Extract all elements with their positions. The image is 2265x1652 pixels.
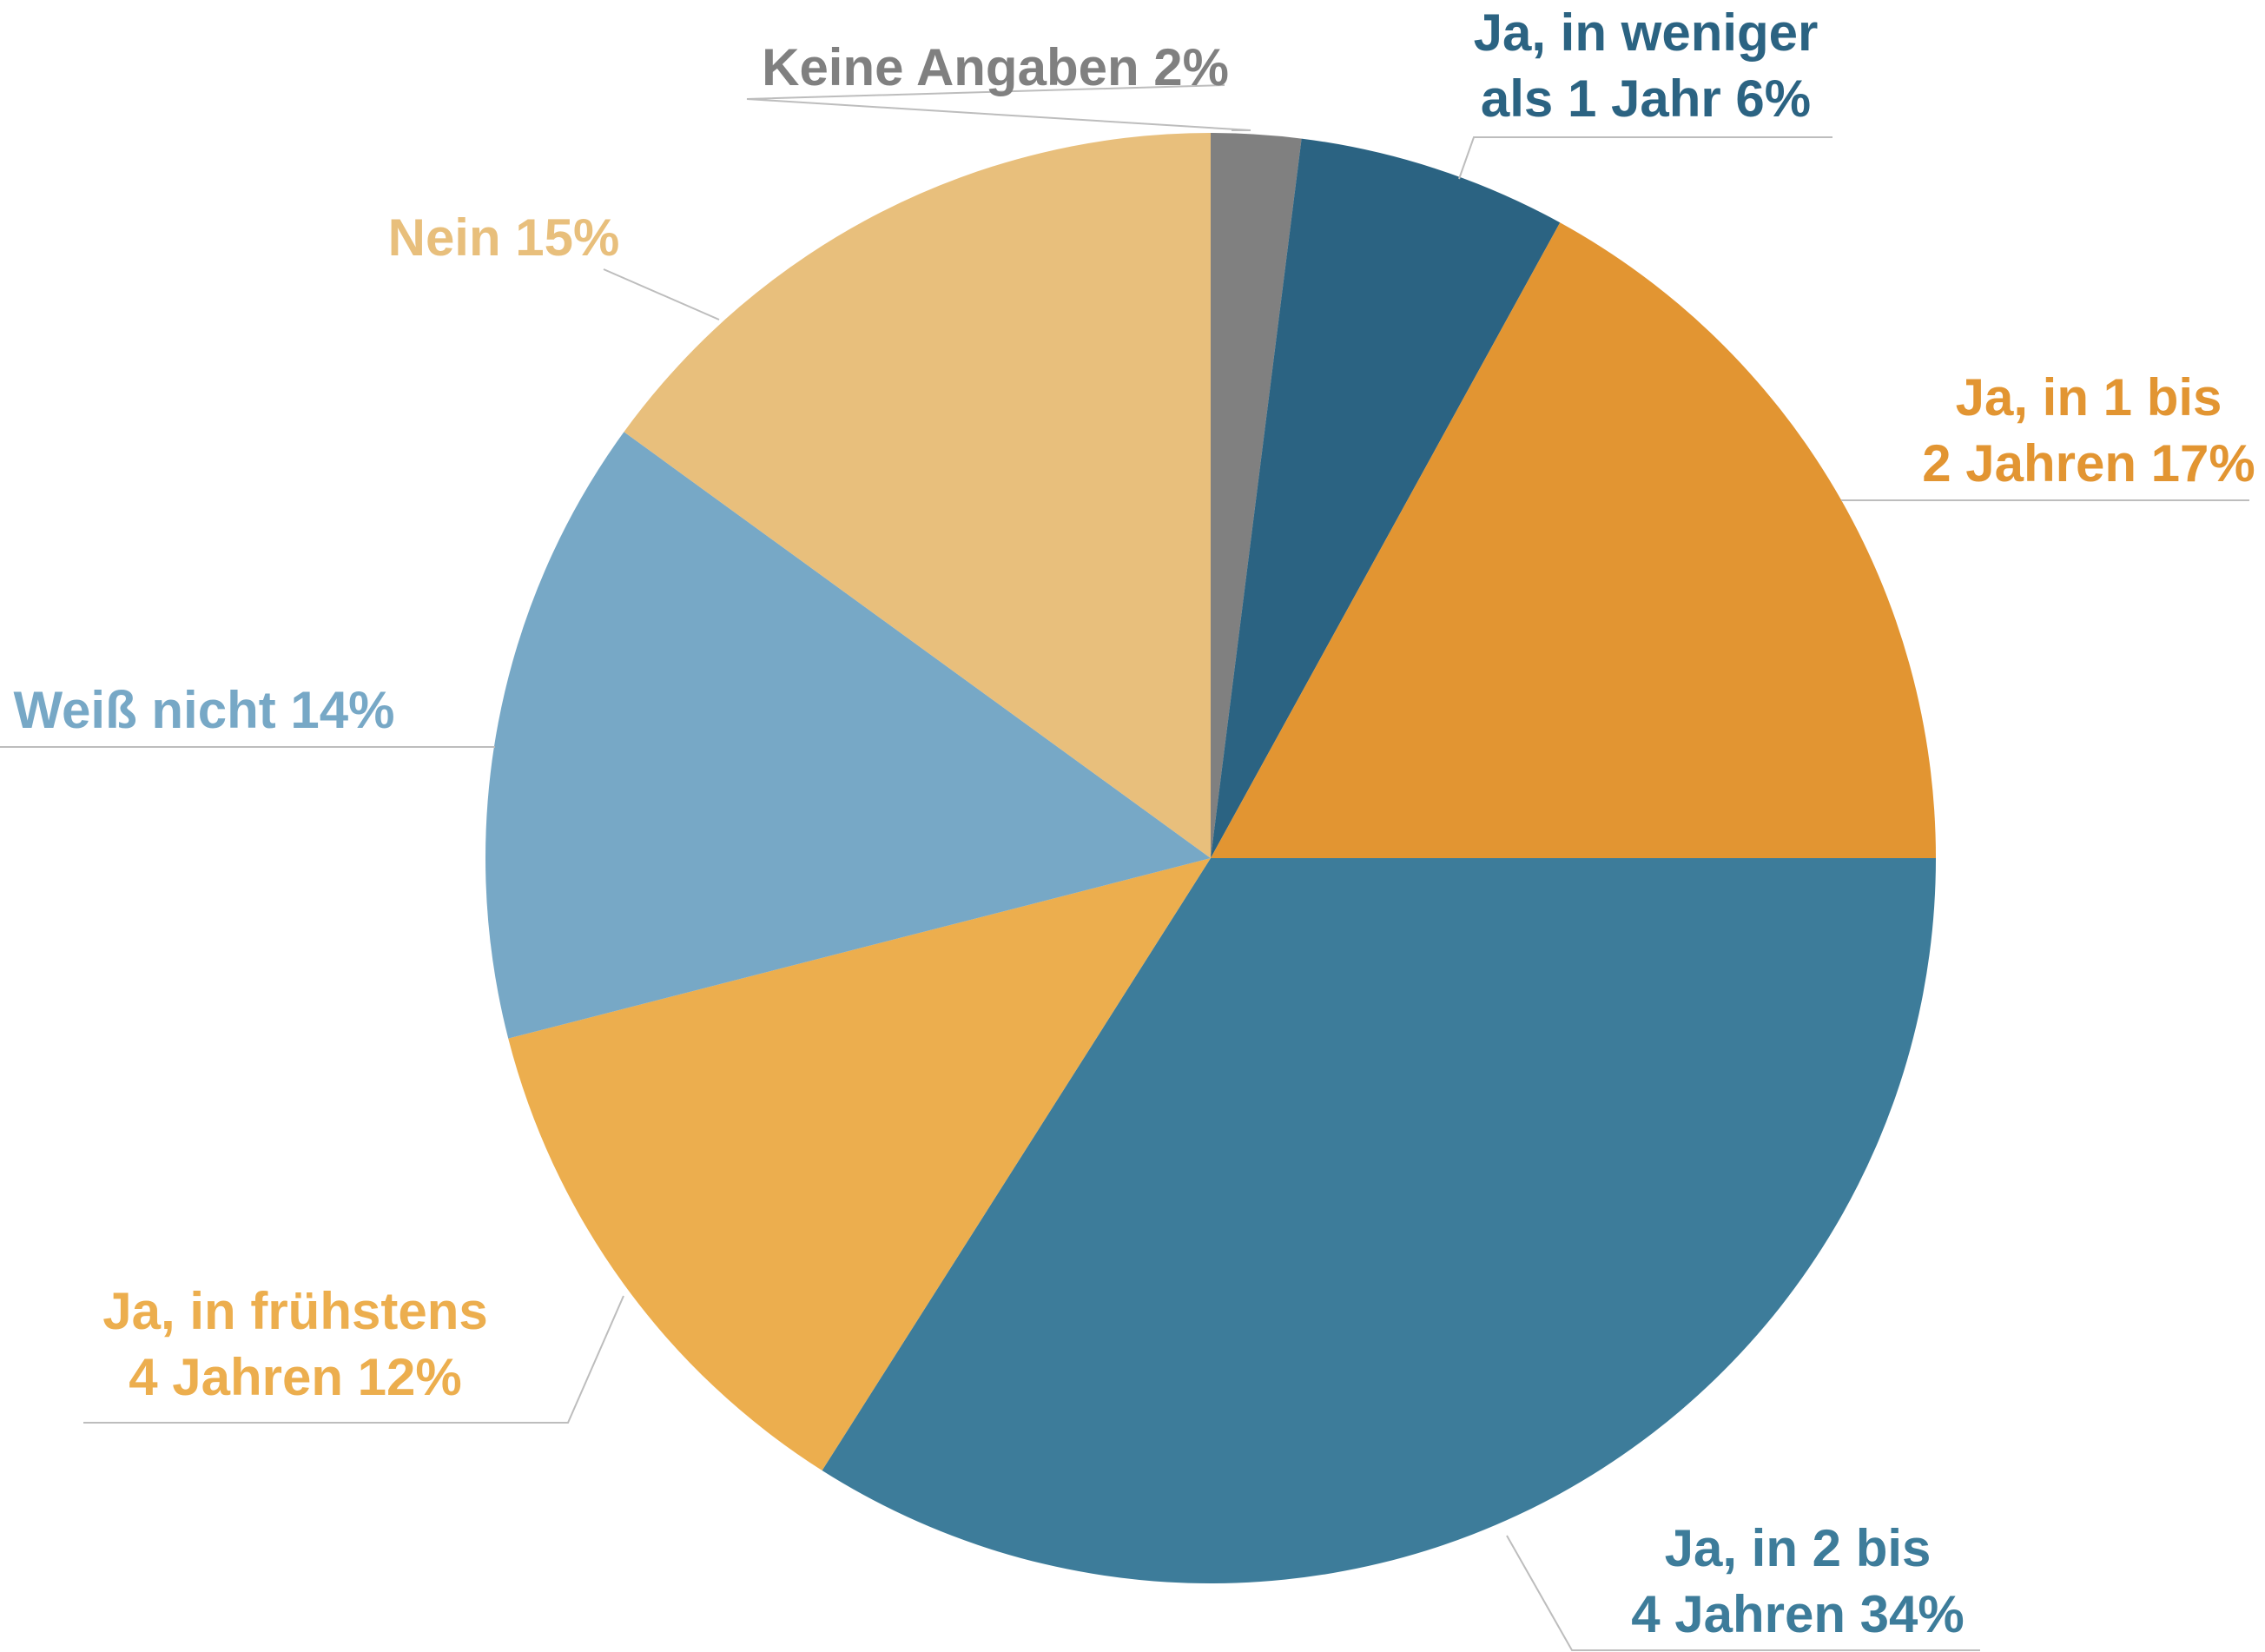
slice-label-line: als 1 Jahr 6%	[1481, 69, 1811, 128]
leader-line	[603, 268, 720, 320]
leader-line	[1506, 1535, 1980, 1651]
slice-label-line: 4 Jahren 12%	[129, 1348, 462, 1406]
leader-line	[83, 1295, 624, 1424]
slice-label-line: Ja, in 2 bis	[1665, 1519, 1932, 1577]
pie-slice	[1211, 222, 1936, 858]
slice-label: Ja, in frühstens 4 Jahren 12%	[102, 1282, 487, 1406]
pie-slices	[485, 132, 1936, 1583]
leader-line	[1458, 136, 1832, 180]
slice-label-line: Keine Angaben 2%	[762, 38, 1229, 96]
leader-line	[746, 84, 1251, 131]
slice-label: Nein 15%	[388, 208, 620, 267]
slice-label-line: Nein 15%	[388, 208, 620, 267]
slice-label-line: Ja, in weniger	[1474, 3, 1819, 62]
pie-slice	[1211, 133, 1302, 858]
slice-label: Ja, in 1 bis 2 Jahren 17%	[1922, 368, 2255, 492]
slice-label-line: 4 Jahren 34%	[1631, 1585, 1965, 1643]
slice-label: Ja, in weniger als 1 Jahr 6%	[1474, 3, 1819, 128]
pie-slice	[485, 432, 1211, 1039]
slice-label: Keine Angaben 2%	[762, 38, 1229, 96]
slice-label-line: 2 Jahren 17%	[1922, 434, 2255, 492]
pie-slice	[624, 132, 1211, 858]
slice-label-line: Weiß nicht 14%	[14, 681, 395, 739]
slice-label: Ja, in 2 bis 4 Jahren 34%	[1631, 1519, 1965, 1643]
slice-label-line: Ja, in 1 bis	[1956, 368, 2222, 426]
slice-label: Weiß nicht 14%	[14, 681, 395, 739]
slice-label-line: Ja, in frühstens	[102, 1282, 487, 1340]
pie-slice	[822, 858, 1936, 1583]
slice-labels: Keine Angaben 2% Ja, in weniger als 1 Jahr…	[14, 3, 2255, 1643]
pie-slice	[508, 858, 1211, 1471]
pie-slice	[1211, 138, 1561, 858]
leader-lines	[0, 84, 2249, 1651]
